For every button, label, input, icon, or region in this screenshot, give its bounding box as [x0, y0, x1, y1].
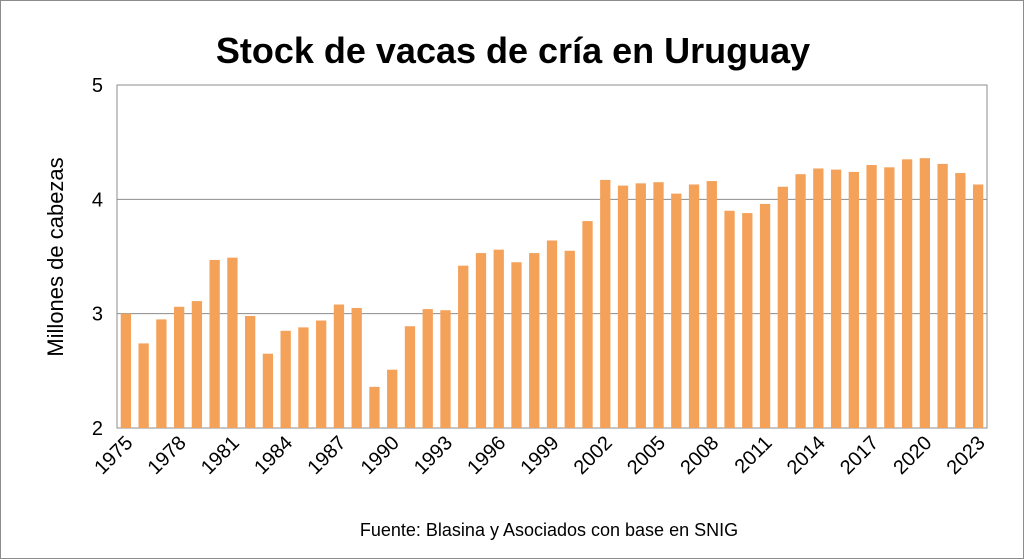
bar-2014	[813, 168, 824, 429]
y-tick-label: 5	[92, 75, 103, 97]
bar-1978	[173, 306, 185, 428]
bar-1998	[529, 253, 540, 428]
x-tick-label: 2014	[783, 432, 830, 479]
bar-2010	[742, 213, 753, 428]
bar-1995	[475, 253, 487, 428]
bar-2015	[830, 169, 842, 428]
bar-1987	[333, 304, 345, 428]
bar-1986	[316, 320, 327, 428]
bar-1989	[369, 386, 380, 428]
y-tick-label: 3	[92, 304, 103, 326]
bar-1985	[298, 327, 309, 428]
x-tick-label: 2011	[731, 432, 777, 478]
x-tick-label: 1978	[144, 432, 191, 479]
x-tick-label: 1990	[357, 432, 404, 479]
y-tick-label: 4	[92, 189, 103, 211]
bar-1982	[245, 315, 256, 428]
bar-2011	[759, 203, 771, 428]
bar-2023	[972, 184, 984, 428]
bar-1991	[404, 326, 416, 428]
bar-2022	[955, 173, 966, 428]
bar-1984	[280, 330, 291, 428]
bar-1977	[156, 319, 167, 428]
x-tick-label: 2020	[889, 432, 936, 479]
bar-1980	[209, 259, 220, 428]
bar-2006	[671, 193, 682, 428]
bars	[120, 158, 984, 429]
bar-2003	[617, 185, 629, 428]
bar-1990	[387, 369, 398, 428]
bar-1975	[120, 313, 132, 428]
y-axis-label: Millones de cabezas	[43, 157, 68, 356]
bar-2008	[706, 181, 717, 428]
x-tick-labels: 1975 1978 1981 1984 1987 1990 1993 1996 1999 2002…	[90, 432, 989, 479]
bar-2020	[919, 158, 931, 428]
x-tick-label: 2002	[570, 432, 617, 479]
y-tick-labels: 2 3 4 5	[92, 75, 103, 440]
bar-1981	[227, 257, 238, 428]
bar-1988	[351, 307, 362, 428]
x-tick-label: 1999	[517, 432, 564, 479]
bar-2009	[724, 210, 735, 428]
bar-1999	[546, 240, 558, 428]
bar-2016	[848, 171, 859, 429]
chart-title: Stock de vacas de cría en Uruguay	[216, 30, 810, 71]
x-tick-label: 1993	[410, 432, 457, 479]
x-tick-label: 1981	[197, 432, 244, 479]
bar-2012	[777, 186, 788, 428]
bar-2017	[866, 165, 877, 429]
bar-2004	[635, 183, 646, 428]
bar-2019	[901, 159, 913, 429]
bar-2001	[582, 221, 593, 428]
bar-2002	[600, 179, 611, 428]
bar-1983	[262, 353, 274, 428]
bar-2000	[564, 250, 575, 428]
bar-2005	[653, 182, 664, 428]
bar-1979	[191, 301, 203, 428]
source-note: Fuente: Blasina y Asociados con base en …	[360, 520, 738, 540]
y-tick-label: 2	[92, 418, 103, 440]
bar-2021	[937, 163, 948, 428]
x-tick-label: 1984	[250, 432, 297, 479]
x-tick-label: 2023	[943, 432, 990, 479]
x-tick-label: 1996	[463, 432, 510, 479]
bar-1997	[511, 262, 522, 428]
bar-2007	[688, 184, 700, 428]
bar-1994	[458, 265, 469, 428]
bar-2013	[795, 174, 806, 428]
x-tick-label: 2005	[623, 432, 670, 479]
x-tick-label: 2017	[836, 432, 883, 479]
bar-2018	[884, 167, 895, 428]
x-tick-label: 1987	[303, 432, 350, 479]
bar-1993	[440, 310, 451, 428]
x-tick-label: 2008	[676, 432, 723, 479]
bar-1996	[493, 249, 504, 428]
bar-1992	[422, 309, 433, 428]
bar-1976	[138, 343, 149, 428]
